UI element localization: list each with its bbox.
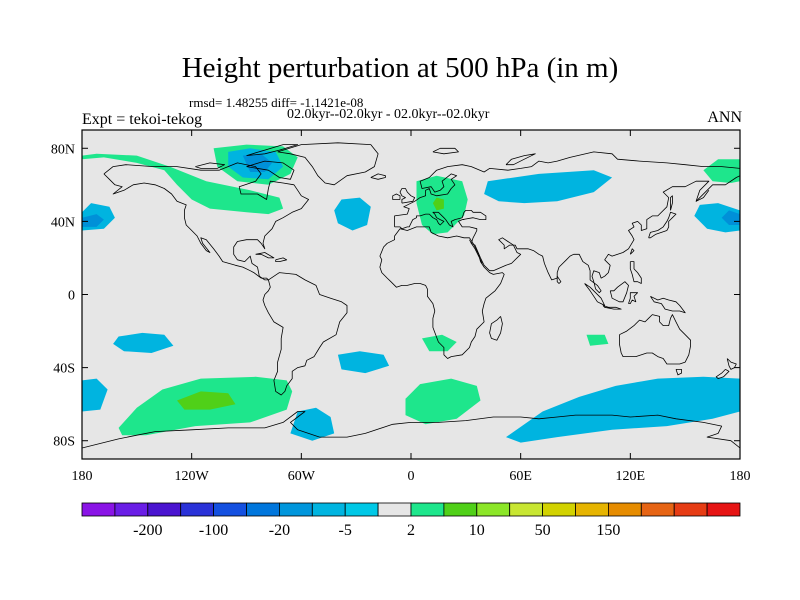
anomaly-region-n-atlantic-negative: [334, 197, 371, 231]
colorbar-swatch: [509, 502, 544, 517]
anomaly-region-drake-negative: [290, 407, 335, 441]
anomaly-region-s-pacific-south-negative: [82, 378, 108, 412]
colorbar-swatch: [443, 502, 478, 517]
anomaly-region-s-pacific-north-negative: [113, 332, 174, 353]
lon-tick-label: 180: [72, 469, 93, 484]
colorbar-swatch: [542, 502, 576, 517]
coastline-sumatra: [584, 283, 606, 306]
colorbar-swatch: [410, 502, 445, 517]
coastline-sri-lanka: [556, 275, 562, 284]
lon-tick-label: 0: [408, 469, 415, 484]
colorbar-label: 50: [535, 522, 551, 539]
coastline-eurasia: [394, 151, 740, 294]
coastline-kamchatka-coast: [695, 190, 710, 202]
anomaly-region-s-atlantic-negative: [337, 351, 390, 374]
coastline-java: [602, 305, 622, 310]
anomaly-region-indian-ocean-positive: [586, 334, 609, 346]
coastline-iceland: [370, 173, 386, 180]
colorbar-swatch: [640, 502, 675, 517]
coastline-novaya-zemlya: [505, 153, 536, 166]
coastline-new-zealand-south: [715, 369, 730, 380]
lat-tick-label: 0: [68, 289, 75, 304]
season-label: ANN: [707, 109, 742, 126]
colorbar-swatch: [706, 502, 741, 517]
coastline-greenland: [277, 142, 379, 186]
anomaly-region-n-pacific-positive: [82, 153, 284, 215]
lat-tick-label: 40S: [53, 362, 75, 377]
stats-line: rmsd= 1.48255 diff= -1.1421e-08: [189, 95, 364, 110]
coastline-hispaniola: [275, 257, 288, 263]
coastline-cuba: [255, 252, 275, 259]
colorbar-label: -200: [133, 522, 162, 539]
lon-tick-label: 120W: [175, 469, 210, 484]
colorbar-swatch: [278, 502, 313, 517]
anomaly-region-southern-ocean-negative: [506, 376, 740, 443]
coastline-svalbard: [432, 147, 459, 155]
anomaly-region-s-africa-positive: [405, 378, 481, 425]
colorbar-swatch: [476, 502, 511, 517]
colorbar-label: 10: [469, 522, 485, 539]
coastline-victoria-island: [195, 162, 226, 169]
lon-tick-label: 60E: [509, 469, 532, 484]
coastline-madagascar: [489, 316, 503, 341]
coastline-borneo: [609, 281, 629, 303]
colorbar-swatch: [673, 502, 708, 517]
coastline-antarctica: [82, 411, 740, 449]
colorbar-label: -100: [199, 522, 228, 539]
axis-layer: 80N 40N 0 40S 80S 180 120W 60W 0 60E 120E 180: [51, 130, 751, 484]
coastline-philippines: [629, 261, 642, 284]
coastline-north-america: [103, 162, 310, 281]
lat-tick-label: 80S: [53, 435, 75, 450]
colorbar-label: 150: [596, 522, 620, 539]
anomaly-region-nw-pacific-negative: [694, 203, 740, 233]
anomaly-region-n-pacific-core-negative: [82, 214, 104, 227]
coastline-new-guinea: [650, 295, 686, 314]
colorbar-swatch: [311, 502, 346, 517]
anomaly-fill-layer: [82, 144, 740, 443]
colorbar-swatch: [114, 502, 149, 517]
coastline-tasmania: [675, 368, 682, 376]
anomaly-region-nw-pacific-positive: [703, 159, 740, 183]
colorbar-swatch: [246, 502, 280, 517]
coastline-ireland: [392, 193, 401, 200]
coastline-taiwan: [629, 248, 635, 255]
lon-tick-label: 180: [730, 469, 751, 484]
time-range-subtitle: 02.0kyr--02.0kyr - 02.0kyr--02.0kyr: [287, 107, 490, 122]
colorbar-swatch: [81, 502, 116, 517]
colorbar-swatch: [377, 502, 412, 517]
coastline-south-america: [262, 272, 348, 396]
coastline-sulawesi: [628, 292, 638, 305]
lon-tick-label: 60W: [288, 469, 316, 484]
colorbar: -200 -100 -20 -5 2 10 50 150: [81, 502, 741, 539]
anomaly-region-europe-core-positive: [432, 197, 444, 211]
colorbar-swatch: [147, 502, 182, 517]
experiment-label: Expt = tekoi-tekog: [82, 111, 203, 128]
coastline-layer: [82, 142, 740, 449]
colorbar-swatch: [608, 502, 642, 517]
colorbar-label: -5: [339, 522, 352, 539]
coastline-australia: [619, 314, 691, 365]
coastline-ellesmere-island: [246, 144, 299, 156]
coastline-africa: [379, 226, 505, 359]
anomaly-region-siberia-negative: [484, 170, 613, 204]
coastline-great-britain: [399, 188, 416, 204]
plot-title: Height perturbation at 500 hPa (in m): [181, 52, 619, 84]
coastline-sakhalin: [670, 195, 673, 211]
coastline-japan: [648, 211, 677, 239]
coastline-arabia-sea-coast: [469, 239, 483, 264]
lat-tick-label: 40N: [51, 215, 75, 230]
colorbar-label: -20: [269, 522, 290, 539]
colorbar-swatch: [180, 502, 214, 517]
colorbar-swatch: [213, 502, 247, 517]
colorbar-swatch: [344, 502, 379, 517]
coastline-baffin-island: [246, 160, 295, 180]
lon-tick-label: 120E: [616, 469, 646, 484]
colorbar-label: 2: [407, 522, 415, 539]
lat-tick-label: 80N: [51, 142, 75, 157]
colorbar-swatch: [575, 502, 609, 517]
anomaly-region-s-pacific-core-positive: [177, 391, 236, 410]
